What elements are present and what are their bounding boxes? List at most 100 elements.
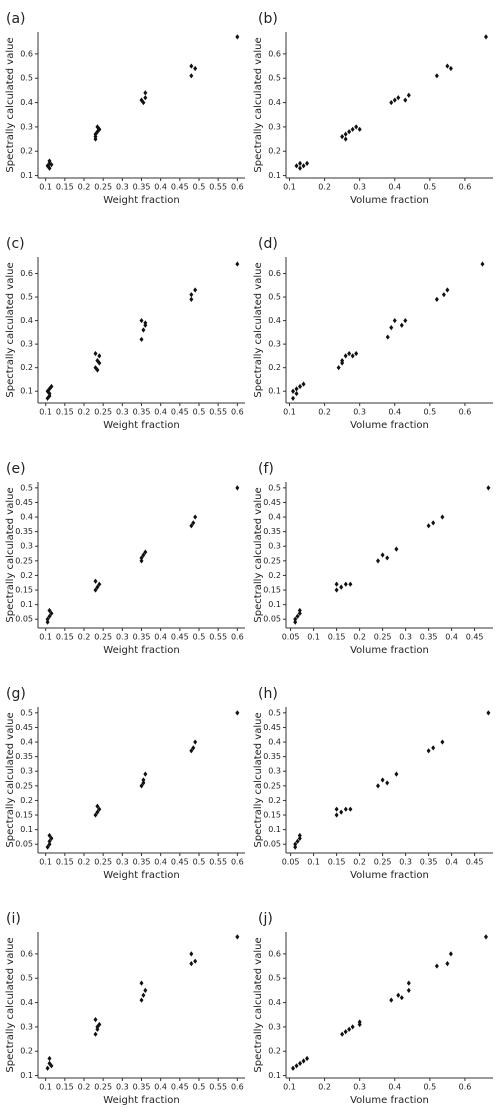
- y-tick-label: 0.6: [20, 949, 33, 958]
- point: [93, 1031, 98, 1037]
- x-tick-label: 0.2: [78, 858, 91, 867]
- point: [347, 1026, 352, 1032]
- x-axis-label: Weight fraction: [103, 870, 179, 881]
- x-tick-label: 0.2: [78, 633, 91, 642]
- point: [399, 995, 404, 1001]
- point: [193, 739, 198, 745]
- point: [45, 619, 50, 625]
- y-axis-label: Spectrally calculated value: [5, 262, 16, 397]
- point: [189, 63, 194, 69]
- y-tick-label: 0.05: [263, 615, 281, 624]
- y-tick-label: 0.5: [20, 974, 33, 983]
- y-tick-label: 0.4: [20, 513, 33, 522]
- x-tick-label: 0.35: [133, 858, 151, 867]
- y-tick-label: 0.15: [15, 811, 33, 820]
- point: [380, 777, 385, 783]
- x-tick-label: 0.35: [133, 408, 151, 417]
- y-tick-label: 0.5: [268, 974, 281, 983]
- point: [376, 558, 380, 564]
- x-tick-label: 0.45: [171, 183, 189, 192]
- y-tick-label: 0.3: [268, 542, 281, 551]
- x-axis-label: Volume fraction: [350, 420, 429, 431]
- x-tick-label: 0.15: [328, 858, 346, 867]
- point: [347, 129, 352, 135]
- panel-title: (i): [6, 911, 21, 927]
- point: [350, 1024, 355, 1030]
- point: [139, 980, 144, 986]
- y-axis-label: Spectrally calculated value: [253, 262, 264, 397]
- point: [47, 841, 52, 847]
- point: [406, 980, 411, 986]
- point: [297, 832, 302, 839]
- point: [298, 383, 303, 390]
- point: [47, 607, 52, 614]
- x-tick-label: 0.2: [318, 408, 331, 417]
- point: [354, 124, 359, 130]
- point: [431, 745, 436, 751]
- panel-title: (c): [6, 236, 25, 252]
- point: [336, 365, 341, 371]
- point: [389, 997, 394, 1003]
- point: [97, 806, 102, 812]
- point: [189, 296, 194, 302]
- y-tick-label: 0.2: [20, 363, 33, 372]
- y-tick-label: 0.25: [15, 556, 33, 565]
- panel-title: (d): [258, 236, 278, 252]
- x-tick-label: 0.15: [328, 633, 346, 642]
- point: [347, 350, 352, 357]
- point: [334, 812, 339, 818]
- x-tick-label: 0.4: [154, 1083, 167, 1092]
- point: [295, 838, 300, 844]
- x-tick-label: 0.35: [133, 1083, 151, 1092]
- x-tick-label: 0.5: [193, 408, 206, 417]
- point: [293, 616, 298, 622]
- x-tick-label: 0.2: [78, 408, 91, 417]
- y-axis-label: Spectrally calculated value: [5, 937, 16, 1072]
- point: [376, 783, 380, 789]
- point: [97, 360, 102, 366]
- y-tick-label: 0.05: [263, 840, 281, 849]
- point: [445, 63, 450, 69]
- point: [47, 832, 52, 839]
- point: [294, 390, 299, 397]
- y-tick-label: 0.45: [263, 723, 281, 732]
- y-tick-label: 0.35: [15, 752, 33, 761]
- x-tick-label: 0.25: [94, 858, 112, 867]
- x-tick-label: 0.35: [420, 858, 438, 867]
- point: [301, 163, 306, 169]
- y-tick-label: 0.6: [268, 269, 281, 278]
- x-tick-label: 0.5: [423, 183, 436, 192]
- x-tick-label: 0.5: [193, 183, 206, 192]
- x-tick-label: 0.4: [388, 183, 401, 192]
- x-tick-label: 0.25: [374, 858, 392, 867]
- y-tick-label: 0.05: [15, 615, 33, 624]
- point: [301, 381, 306, 387]
- y-tick-label: 0.3: [20, 767, 33, 776]
- x-tick-label: 0.4: [154, 408, 167, 417]
- y-tick-label: 0.45: [15, 723, 33, 732]
- x-tick-label: 0.5: [193, 633, 206, 642]
- point: [235, 710, 240, 716]
- x-axis-label: Weight fraction: [103, 1095, 179, 1106]
- point: [189, 523, 194, 529]
- point: [343, 353, 348, 359]
- y-tick-label: 0.1: [20, 1071, 33, 1080]
- point: [399, 322, 404, 328]
- point: [235, 934, 240, 940]
- point: [291, 1065, 296, 1071]
- x-tick-label: 0.5: [193, 858, 206, 867]
- point: [189, 961, 194, 967]
- point: [193, 287, 198, 293]
- y-tick-label: 0.1: [268, 600, 281, 609]
- x-tick-label: 0.6: [459, 183, 472, 192]
- point: [297, 607, 302, 614]
- point: [343, 131, 348, 137]
- point: [343, 136, 348, 142]
- point: [49, 610, 54, 616]
- y-tick-label: 0.4: [268, 738, 281, 747]
- x-tick-label: 0.25: [94, 408, 112, 417]
- point: [235, 34, 240, 40]
- y-tick-label: 0.3: [20, 340, 33, 349]
- point: [235, 485, 240, 491]
- point: [143, 90, 148, 96]
